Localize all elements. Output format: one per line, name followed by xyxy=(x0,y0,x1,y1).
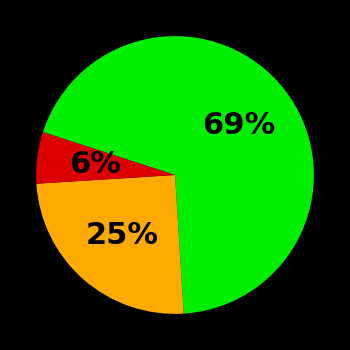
Wedge shape xyxy=(36,132,175,184)
Text: 69%: 69% xyxy=(202,111,275,140)
Wedge shape xyxy=(36,175,184,314)
Text: 6%: 6% xyxy=(69,150,121,180)
Wedge shape xyxy=(43,36,314,314)
Text: 25%: 25% xyxy=(85,221,158,250)
